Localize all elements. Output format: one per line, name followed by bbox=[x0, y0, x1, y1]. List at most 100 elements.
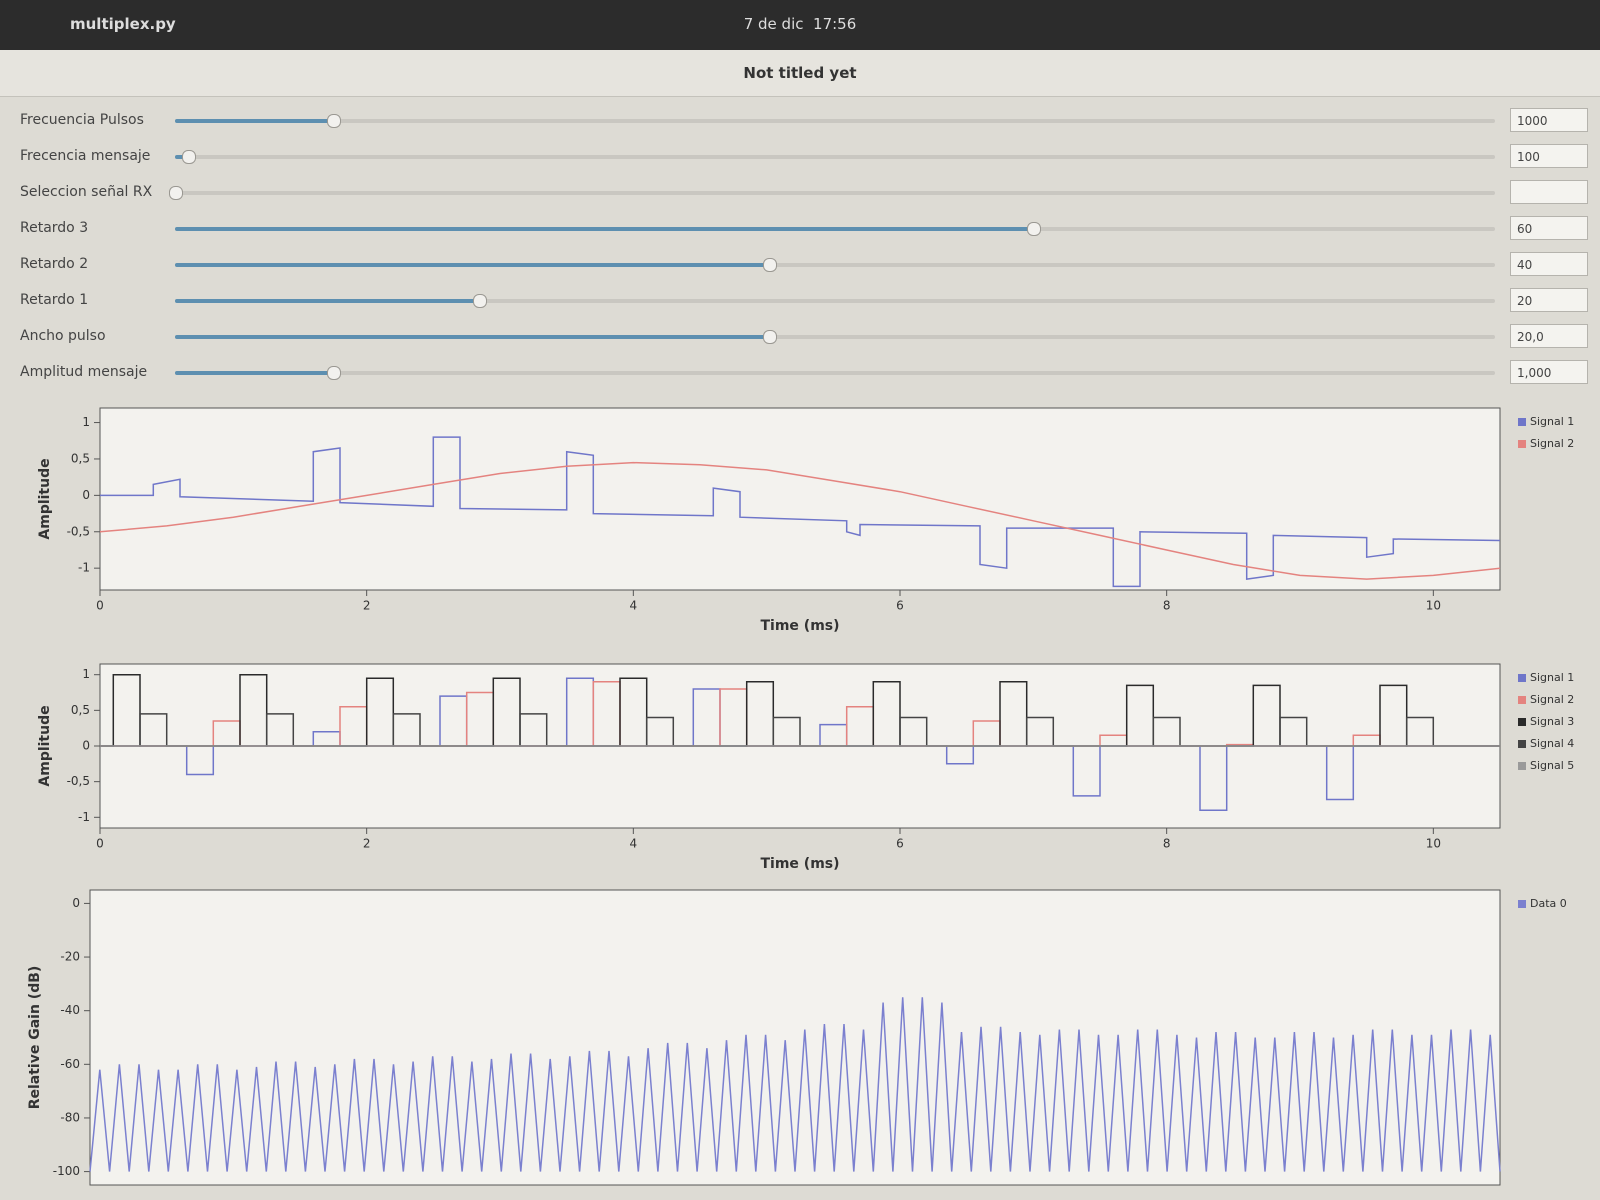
slider-fill bbox=[175, 299, 479, 303]
legend-swatch bbox=[1518, 418, 1526, 426]
legend-swatch bbox=[1518, 674, 1526, 682]
slider-thumb[interactable] bbox=[327, 366, 342, 380]
slider-row: Amplitud mensaje 1,000 bbox=[0, 356, 1600, 390]
series-line bbox=[100, 436, 1501, 588]
value-box[interactable]: 60 bbox=[1510, 216, 1588, 240]
y-axis-label: Amplitude bbox=[37, 705, 53, 786]
y-tick-label: 0 bbox=[82, 739, 90, 753]
slider-thumb[interactable] bbox=[763, 330, 777, 344]
y-tick-label: 1 bbox=[82, 415, 90, 429]
legend-swatch bbox=[1518, 762, 1526, 770]
x-tick-label: 8 bbox=[1163, 599, 1171, 613]
legend-swatch bbox=[1518, 696, 1526, 704]
x-tick-label: 2 bbox=[363, 837, 371, 851]
series-line bbox=[100, 713, 1500, 747]
slider-track[interactable] bbox=[175, 258, 1495, 272]
legend-label: Signal 2 bbox=[1530, 693, 1574, 706]
y-tick-label: -60 bbox=[60, 1057, 80, 1071]
x-tick-label: 4 bbox=[630, 837, 638, 851]
y-tick-label: -20 bbox=[60, 950, 80, 964]
slider-label: Frecencia mensaje bbox=[20, 148, 151, 164]
legend-label: Signal 1 bbox=[1530, 415, 1574, 428]
x-tick-label: 8 bbox=[1163, 837, 1171, 851]
slider-track[interactable] bbox=[175, 222, 1495, 236]
y-tick-label: -0,5 bbox=[67, 524, 90, 538]
slider-label: Retardo 3 bbox=[20, 220, 89, 236]
slider-track[interactable] bbox=[175, 330, 1495, 344]
value-box[interactable] bbox=[1510, 180, 1588, 204]
window-header: Not titled yet bbox=[0, 50, 1600, 97]
slider-track[interactable] bbox=[169, 186, 1495, 200]
slider-label: Ancho pulso bbox=[20, 328, 106, 344]
y-tick-label: -100 bbox=[53, 1164, 80, 1178]
slider-row: Seleccion señal RX bbox=[0, 176, 1600, 210]
slider-fill bbox=[175, 227, 1033, 231]
legend-swatch bbox=[1518, 440, 1526, 448]
date: 7 de dic bbox=[743, 15, 804, 33]
legend-label: Signal 1 bbox=[1530, 671, 1574, 684]
slider-label: Seleccion señal RX bbox=[20, 184, 153, 200]
legend-label: Signal 4 bbox=[1530, 737, 1574, 750]
slider-thumb[interactable] bbox=[169, 186, 183, 200]
y-tick-label: 0,5 bbox=[71, 451, 90, 465]
series-line bbox=[89, 997, 1501, 1172]
value-box[interactable]: 40 bbox=[1510, 252, 1588, 276]
x-tick-label: 10 bbox=[1426, 837, 1441, 851]
x-axis-label: Time (ms) bbox=[760, 618, 839, 634]
app-menu[interactable]: multiplex.py bbox=[70, 15, 176, 33]
y-axis-label: Amplitude bbox=[37, 458, 53, 539]
y-tick-label: -0,5 bbox=[67, 774, 90, 788]
slider-track[interactable] bbox=[175, 366, 1495, 380]
legend-label: Signal 3 bbox=[1530, 715, 1574, 728]
slider-thumb[interactable] bbox=[472, 294, 487, 308]
slider-thumb[interactable] bbox=[327, 114, 342, 128]
y-tick-label: 1 bbox=[82, 667, 90, 681]
value-box[interactable]: 100 bbox=[1510, 144, 1588, 168]
slider-thumb[interactable] bbox=[182, 150, 197, 164]
y-tick-label: -1 bbox=[78, 810, 90, 824]
clock: 7 de dic 17:56 bbox=[0, 15, 1600, 33]
time: 17:56 bbox=[813, 15, 857, 33]
plot-area bbox=[99, 407, 1501, 591]
slider-row: Frecencia mensaje 100 bbox=[0, 140, 1600, 174]
slider-track[interactable] bbox=[175, 294, 1495, 308]
slider-fill bbox=[175, 371, 334, 375]
value-box[interactable]: 20,0 bbox=[1510, 324, 1588, 348]
value-box[interactable]: 1000 bbox=[1510, 108, 1588, 132]
slider-row: Ancho pulso 20,0 bbox=[0, 320, 1600, 354]
slider-row: Retardo 3 60 bbox=[0, 212, 1600, 246]
y-tick-label: 0,5 bbox=[71, 703, 90, 717]
slider-track[interactable] bbox=[175, 150, 1495, 164]
series-line bbox=[100, 673, 1500, 747]
y-axis-label: Relative Gain (dB) bbox=[27, 966, 43, 1110]
slider-fill bbox=[175, 155, 189, 159]
legend-swatch bbox=[1518, 900, 1526, 908]
value-box[interactable]: 1,000 bbox=[1510, 360, 1588, 384]
x-tick-label: 6 bbox=[896, 599, 904, 613]
legend-label: Data 0 bbox=[1530, 897, 1567, 910]
slider-thumb[interactable] bbox=[763, 258, 777, 272]
slider-track[interactable] bbox=[175, 114, 1495, 128]
value-box[interactable]: 20 bbox=[1510, 288, 1588, 312]
x-tick-label: 6 bbox=[896, 837, 904, 851]
y-tick-label: 0 bbox=[72, 896, 80, 910]
x-tick-label: 0 bbox=[96, 599, 104, 613]
y-tick-label: -80 bbox=[60, 1110, 80, 1124]
top-bar: multiplex.py 7 de dic 17:56 bbox=[0, 0, 1600, 50]
legend-label: Signal 5 bbox=[1530, 759, 1574, 772]
slider-row: Retardo 1 20 bbox=[0, 284, 1600, 318]
x-tick-label: 4 bbox=[630, 599, 638, 613]
legend-swatch bbox=[1518, 740, 1526, 748]
slider-thumb[interactable] bbox=[1027, 222, 1041, 236]
legend-swatch bbox=[1518, 718, 1526, 726]
slider-fill bbox=[175, 335, 769, 339]
window-title: Not titled yet bbox=[743, 64, 857, 82]
legend-label: Signal 2 bbox=[1530, 437, 1574, 450]
x-tick-label: 10 bbox=[1426, 599, 1441, 613]
plot-area bbox=[89, 889, 1501, 1186]
x-tick-label: 2 bbox=[363, 599, 371, 613]
slider-label: Retardo 2 bbox=[20, 256, 89, 272]
slider-label: Frecuencia Pulsos bbox=[20, 112, 144, 128]
